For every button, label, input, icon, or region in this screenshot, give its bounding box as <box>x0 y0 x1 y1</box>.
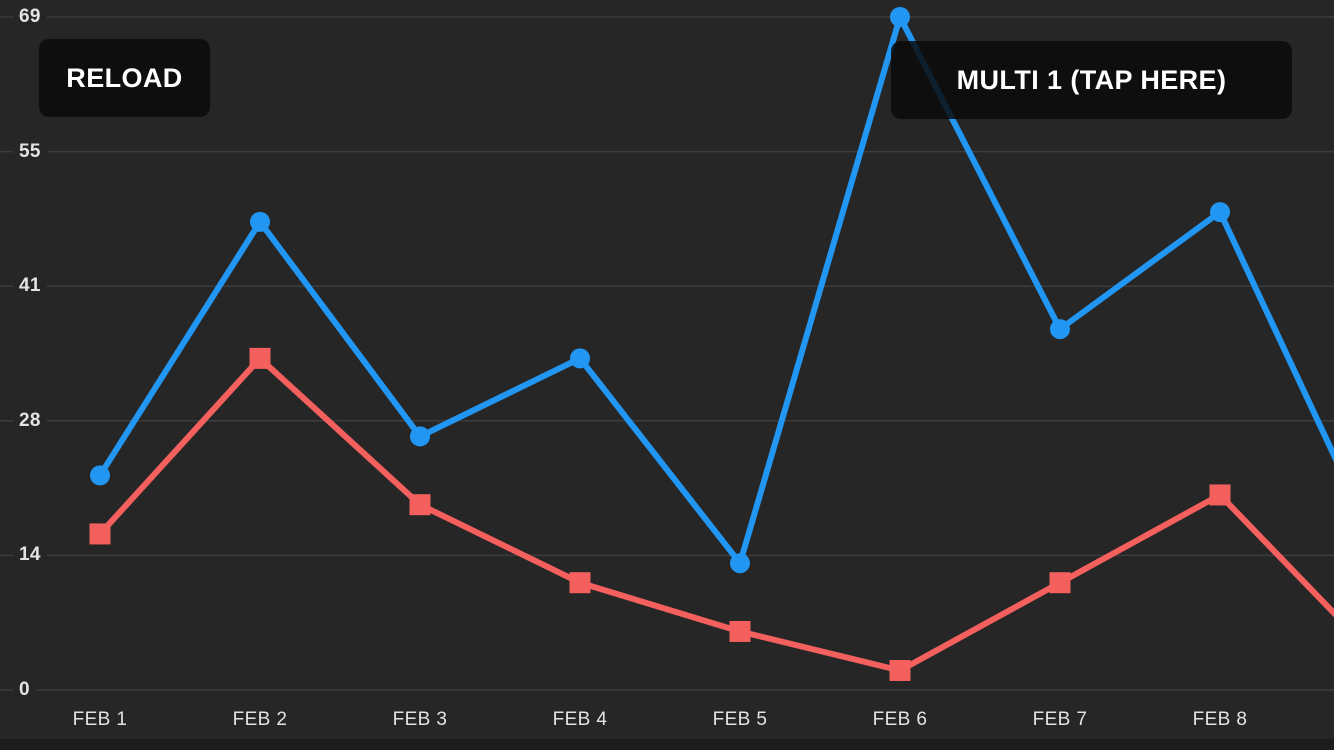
multi-1-tap-here-button[interactable]: MULTI 1 (TAP HERE) <box>891 41 1292 119</box>
reload-button[interactable]: RELOAD <box>39 39 210 117</box>
x-axis-tick-label: FEB 5 <box>712 709 768 730</box>
y-axis-tick-label: 55 <box>13 138 47 165</box>
x-axis-tick-label: FEB 8 <box>1192 709 1248 730</box>
x-axis-tick-label: FEB 7 <box>1032 709 1088 730</box>
circle-marker <box>90 465 110 486</box>
x-axis-tick-label: FEB 2 <box>232 709 288 730</box>
square-marker <box>729 620 751 642</box>
circle-marker <box>250 211 270 232</box>
x-axis-tick-label: FEB 4 <box>552 709 608 730</box>
square-marker <box>409 494 431 516</box>
red-square-series-line <box>97 355 1334 674</box>
multi-1-button-label: MULTI 1 (TAP HERE) <box>956 64 1227 95</box>
reload-button-label: RELOAD <box>66 62 183 93</box>
square-marker <box>249 347 271 369</box>
x-axis-tick-label: FEB 3 <box>392 709 448 730</box>
y-axis-tick-label: 41 <box>13 273 47 300</box>
y-axis-tick-label: 28 <box>13 407 47 434</box>
y-axis-tick-label: 69 <box>13 4 47 30</box>
x-axis-tick-label: FEB 6 <box>872 709 928 730</box>
square-marker <box>889 659 911 681</box>
circle-marker <box>1050 319 1070 340</box>
x-axis-tick-label: FEB 1 <box>72 709 128 730</box>
square-marker <box>89 523 111 545</box>
square-marker <box>1209 484 1231 506</box>
square-marker <box>1049 572 1071 594</box>
circle-marker <box>570 348 590 369</box>
y-axis-tick-label: 14 <box>13 542 47 569</box>
square-marker <box>569 572 591 594</box>
circle-marker <box>410 426 430 447</box>
bottom-strip <box>0 739 1334 750</box>
y-axis-tick-label: 0 <box>13 677 36 703</box>
circle-marker <box>1210 202 1230 223</box>
circle-marker <box>890 7 910 27</box>
circle-marker <box>730 553 750 574</box>
